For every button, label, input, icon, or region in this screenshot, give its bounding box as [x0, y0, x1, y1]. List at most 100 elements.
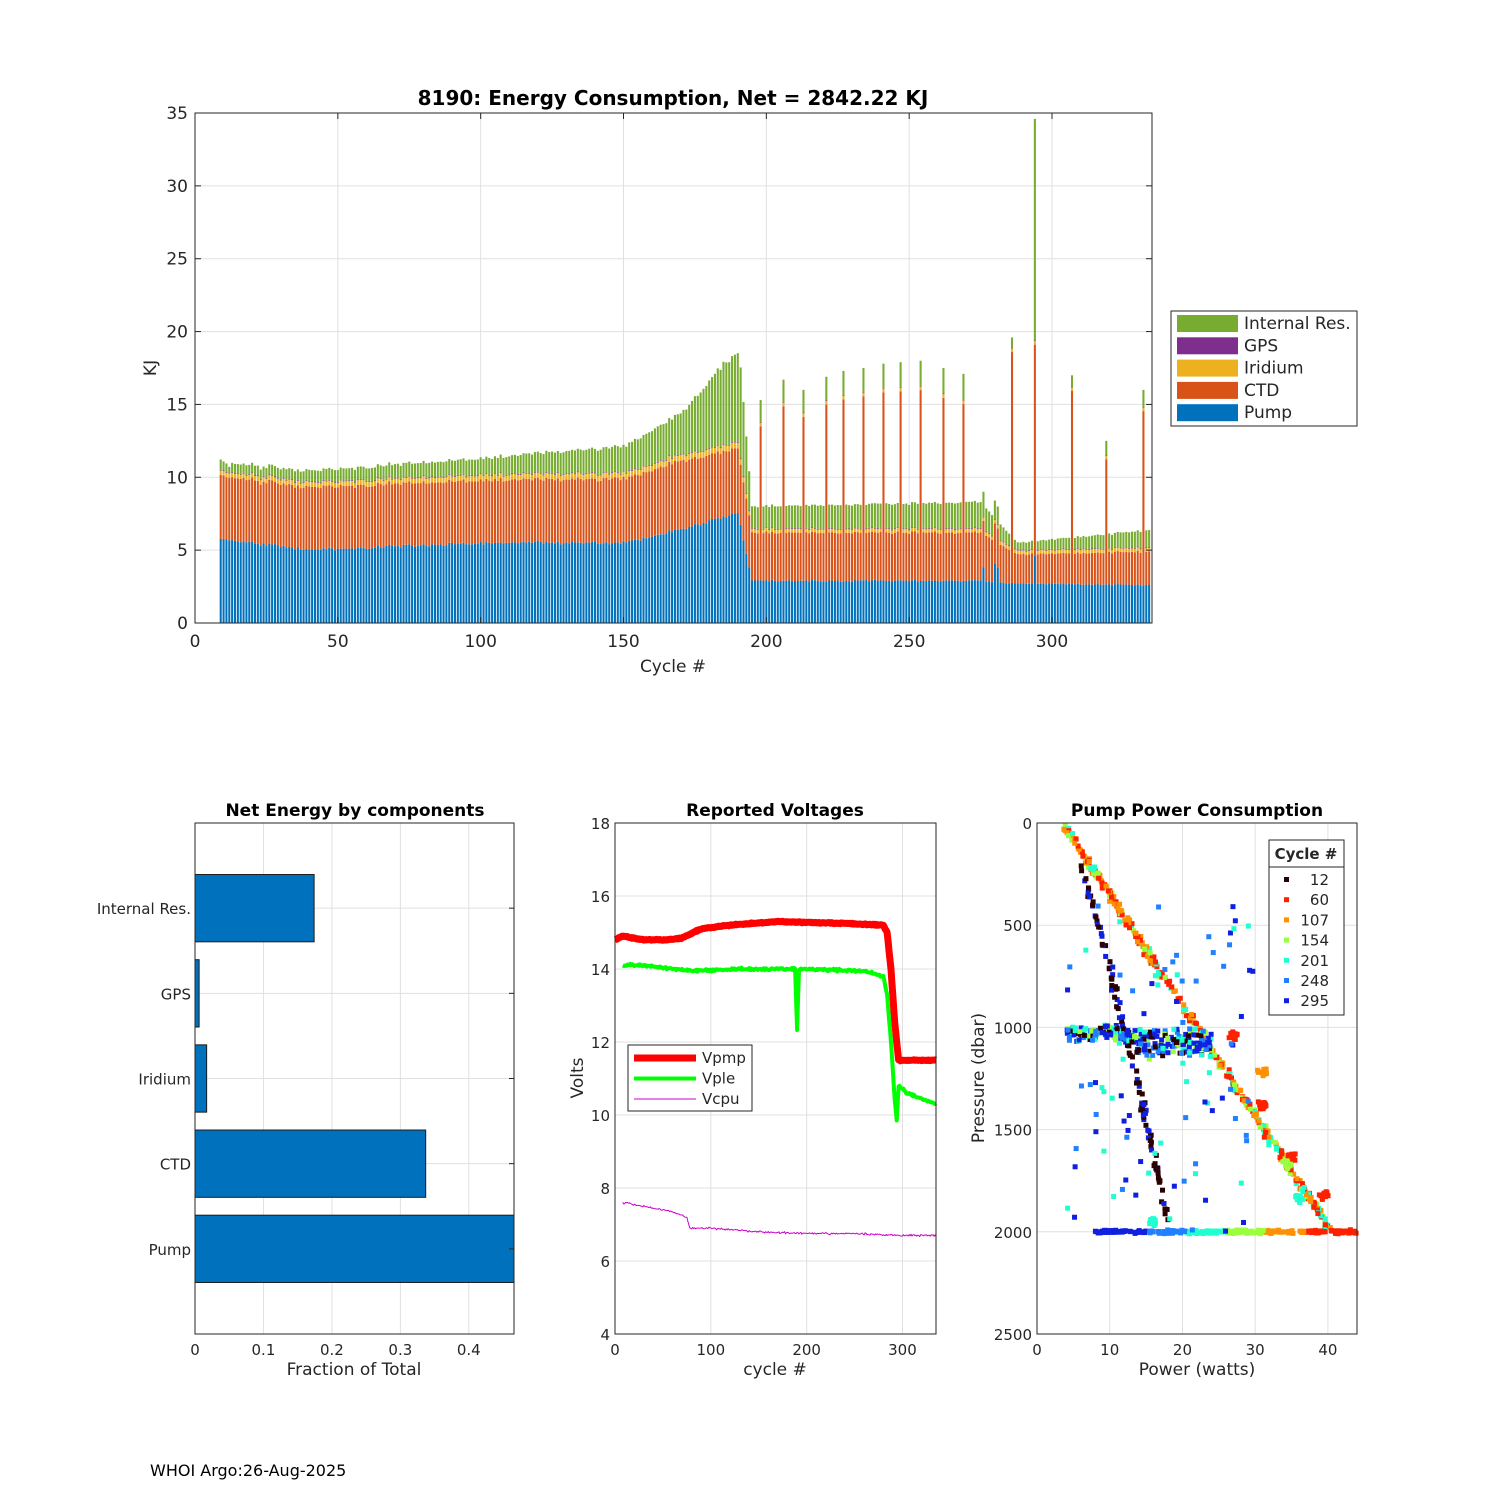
energy-bar-internal: [619, 447, 622, 474]
energy-bar-pump: [999, 582, 1002, 623]
pump-point: [1299, 1181, 1305, 1187]
energy-bar-ctd: [662, 467, 665, 535]
pump-point: [1133, 930, 1139, 936]
energy-bar-iridium: [428, 478, 431, 484]
energy-bar-ctd: [805, 532, 808, 581]
energy-bar-ctd: [862, 396, 865, 581]
energy-bar-gps: [1005, 543, 1008, 545]
pump-point: [1133, 1192, 1139, 1198]
energy-bar-iridium: [1085, 549, 1088, 554]
pump-point: [1321, 1229, 1327, 1235]
energy-bar-gps: [951, 528, 954, 529]
energy-bar-pump: [282, 545, 285, 623]
energy-bar-internal: [573, 450, 576, 474]
pump-point: [1256, 1118, 1262, 1124]
energy-bar-pump: [1125, 584, 1128, 623]
energy-bar-iridium: [305, 480, 308, 486]
energy-bar-iridium: [968, 528, 971, 533]
energy-bar-iridium: [859, 529, 862, 534]
pump-point: [1277, 1155, 1283, 1161]
pump-point: [1288, 1161, 1294, 1167]
energy-bar-pump: [871, 580, 874, 623]
energy-bar-internal: [985, 508, 988, 532]
pump-point: [1179, 1037, 1185, 1043]
energy-bar-gps: [651, 465, 654, 466]
energy-bar-internal: [645, 433, 648, 466]
pump-point: [1072, 1028, 1078, 1034]
net-bar: [194, 959, 200, 1028]
pump-point: [1152, 1031, 1158, 1037]
pump-point: [1151, 954, 1157, 960]
energy-bar-internal: [1068, 537, 1071, 549]
energy-bar-iridium: [953, 530, 956, 534]
pump-point: [1129, 1054, 1135, 1060]
energy-bar-pump: [711, 519, 714, 623]
energy-bar-ctd: [219, 474, 222, 539]
energy-bar-iridium: [891, 530, 894, 534]
energy-bar-gps: [571, 472, 574, 473]
pump-point: [1141, 1229, 1147, 1235]
voltages-chart: Reported Voltages 0 100 200 300468101214161…: [568, 801, 939, 1380]
energy-bar-ctd: [959, 532, 962, 582]
pump-point: [1068, 1028, 1074, 1034]
energy-bar-pump: [439, 544, 442, 623]
energy-bar-iridium: [319, 483, 322, 489]
energy-bar-internal: [311, 470, 314, 482]
energy-bar-pump: [631, 540, 634, 623]
energy-bar-pump: [422, 544, 425, 623]
energy-bar-internal: [488, 458, 491, 475]
energy-bar-ctd: [611, 478, 614, 544]
energy-chart-grid: [194, 112, 1152, 624]
energy-bar-internal: [516, 455, 519, 475]
energy-bar-gps: [322, 479, 325, 481]
energy-bar-iridium: [459, 475, 462, 481]
energy-bar-gps: [316, 482, 319, 483]
net-category-label: Pump: [149, 1241, 191, 1259]
energy-bar-pump: [425, 545, 428, 623]
pump-point: [1261, 1134, 1267, 1140]
energy-bar-iridium: [773, 529, 776, 534]
pump-point: [1189, 1011, 1195, 1017]
energy-bar-ctd: [936, 533, 939, 582]
energy-bar-iridium: [811, 528, 814, 532]
energy-bar-pump: [442, 545, 445, 623]
pump-point: [1106, 1028, 1112, 1034]
energy-bar-ctd: [313, 486, 317, 551]
energy-bar-iridium: [531, 474, 534, 481]
pump-point: [1097, 1025, 1103, 1031]
energy-bar-ctd: [996, 528, 999, 568]
pump-point: [1070, 1024, 1076, 1030]
energy-bar-internal: [396, 463, 399, 478]
energy-bar-pump: [445, 545, 448, 623]
energy-bar-pump: [331, 548, 334, 623]
energy-bar-ctd: [893, 532, 896, 581]
pump-point: [1162, 967, 1168, 973]
pump-point: [1179, 978, 1185, 984]
energy-bar-iridium: [611, 472, 614, 479]
pump-point: [1125, 1027, 1131, 1033]
energy-bar-pump: [585, 542, 588, 623]
energy-bar-iridium: [302, 483, 305, 488]
pump-point: [1286, 1152, 1292, 1158]
energy-bar-gps: [962, 399, 965, 401]
pump-point: [1136, 1080, 1142, 1086]
energy-bar-iridium: [862, 392, 865, 397]
energy-bar-pump: [1016, 583, 1019, 623]
energy-bar-internal: [351, 467, 354, 481]
volt-line-vcpu: [622, 1201, 937, 1238]
pump-point: [1193, 1161, 1199, 1167]
energy-bar-iridium: [908, 530, 911, 534]
energy-bar-gps: [253, 475, 257, 477]
pump-point: [1230, 904, 1236, 910]
energy-bar-ctd: [545, 477, 548, 542]
energy-bar-internal: [1039, 540, 1042, 550]
net-energy-bars: [194, 874, 515, 1283]
energy-bar-gps: [853, 527, 856, 529]
energy-bar-internal: [559, 453, 562, 476]
energy-bar-iridium: [256, 476, 259, 481]
energy-bar-gps: [819, 528, 822, 530]
energy-bar-iridium: [448, 474, 451, 481]
energy-bar-pump: [728, 515, 731, 623]
energy-bar-gps: [331, 480, 334, 482]
energy-bar-ctd: [853, 532, 856, 581]
